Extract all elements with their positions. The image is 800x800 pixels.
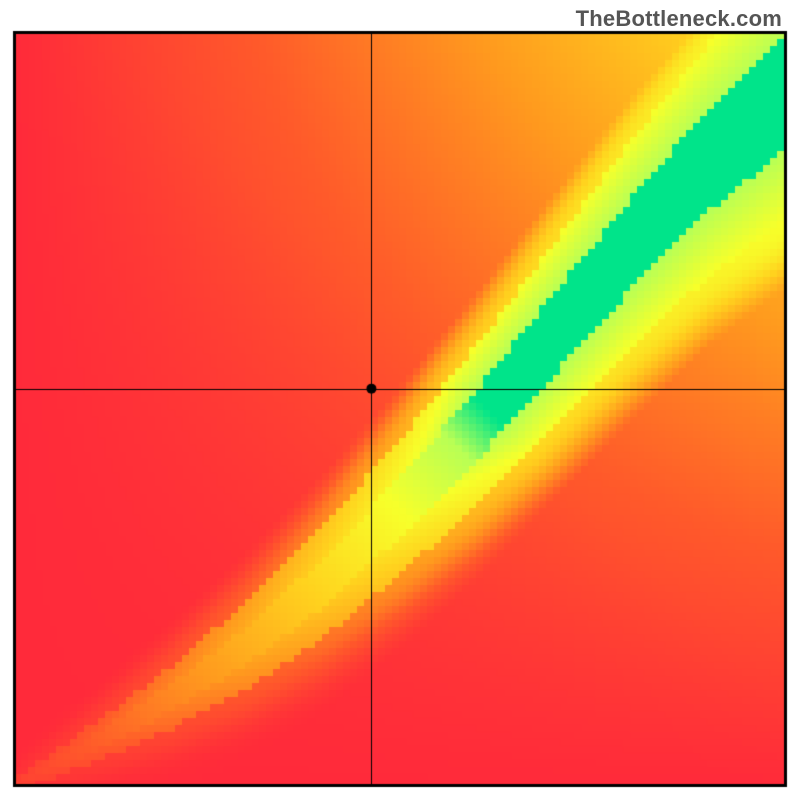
- bottleneck-heatmap: [0, 0, 800, 800]
- chart-container: TheBottleneck.com: [0, 0, 800, 800]
- watermark-text: TheBottleneck.com: [576, 6, 782, 32]
